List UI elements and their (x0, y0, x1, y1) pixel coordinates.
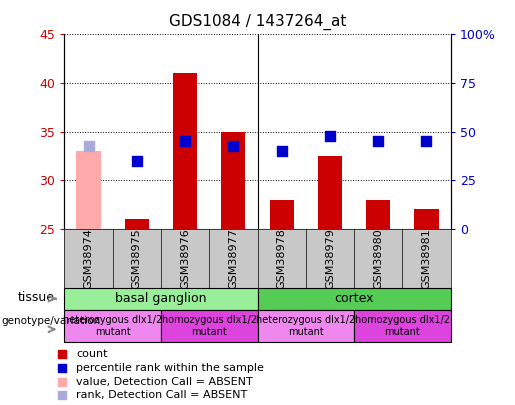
Text: percentile rank within the sample: percentile rank within the sample (76, 363, 264, 373)
Bar (221, 132, 246, 229)
Text: rank, Detection Call = ABSENT: rank, Detection Call = ABSENT (76, 390, 247, 401)
Text: value, Detection Call = ABSENT: value, Detection Call = ABSENT (76, 377, 253, 387)
Text: cortex: cortex (334, 292, 374, 305)
Bar (125, 219, 149, 229)
Bar (161, 310, 258, 342)
Text: GSM38977: GSM38977 (228, 228, 238, 289)
Bar (258, 288, 451, 310)
Point (84, 143, 93, 149)
Bar (64, 288, 258, 310)
Bar (354, 310, 451, 342)
Point (278, 148, 286, 154)
Bar (258, 310, 354, 342)
Text: GSM38981: GSM38981 (421, 228, 432, 288)
Text: heterozygous dlx1/2
mutant: heterozygous dlx1/2 mutant (256, 315, 355, 337)
Text: GDS1084 / 1437264_at: GDS1084 / 1437264_at (169, 14, 346, 30)
Point (58, 392, 66, 399)
Text: basal ganglion: basal ganglion (115, 292, 207, 305)
Bar (173, 73, 197, 229)
Text: homozygous dlx1/2
mutant: homozygous dlx1/2 mutant (355, 315, 450, 337)
Bar (366, 200, 390, 229)
Text: GSM38979: GSM38979 (325, 228, 335, 289)
Bar (269, 200, 294, 229)
Point (58, 365, 66, 371)
Point (374, 138, 382, 145)
Point (326, 133, 334, 140)
Point (422, 138, 431, 145)
Text: homozygous dlx1/2
mutant: homozygous dlx1/2 mutant (162, 315, 256, 337)
Bar (318, 156, 342, 229)
Text: GSM38980: GSM38980 (373, 228, 383, 288)
Point (229, 143, 237, 149)
Text: count: count (76, 350, 108, 360)
Bar (64, 310, 161, 342)
Point (181, 138, 189, 145)
Text: GSM38978: GSM38978 (277, 228, 287, 289)
Bar (415, 209, 439, 229)
Text: GSM38976: GSM38976 (180, 228, 190, 288)
Text: heterozygous dlx1/2
mutant: heterozygous dlx1/2 mutant (63, 315, 162, 337)
Bar (76, 151, 100, 229)
Text: tissue: tissue (18, 291, 55, 304)
Point (58, 351, 66, 358)
Point (58, 379, 66, 385)
Point (133, 158, 141, 164)
Text: GSM38974: GSM38974 (83, 228, 94, 289)
Text: GSM38975: GSM38975 (132, 228, 142, 288)
Text: genotype/variation: genotype/variation (1, 316, 100, 326)
